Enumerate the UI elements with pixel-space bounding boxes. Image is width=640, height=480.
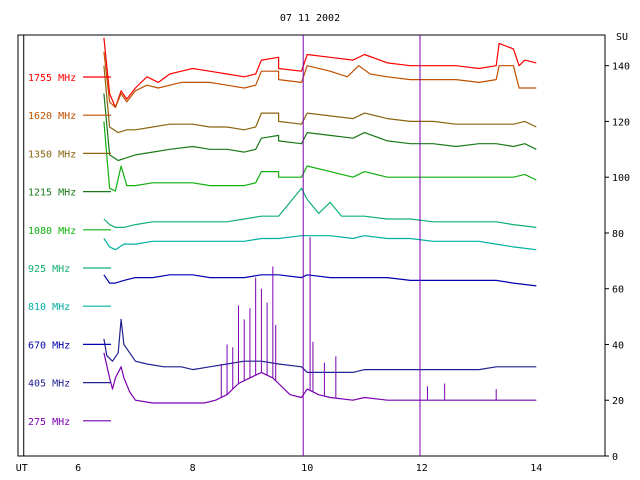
- y-tick-label: 0: [612, 452, 618, 463]
- plot-frame: [17, 34, 606, 457]
- series-layer: [103, 37, 537, 404]
- series-line-1215-mhz: [103, 93, 537, 162]
- legend-label: 810 MHz: [28, 302, 70, 313]
- legend-label: 670 MHz: [28, 340, 70, 351]
- series-line-1755-mhz: [103, 37, 537, 109]
- x-tick-label: 6: [75, 463, 81, 474]
- x-tick-label: 10: [301, 463, 313, 474]
- series-line-1080-mhz: [103, 121, 537, 192]
- y-tick-label: 40: [612, 340, 624, 351]
- chart-title: 07 11 2002: [280, 13, 340, 24]
- y-tick-label: 20: [612, 396, 624, 407]
- series-line-1620-mhz: [103, 51, 537, 109]
- x-tick-label: 8: [190, 463, 196, 474]
- series-line-670-mhz: [103, 274, 537, 287]
- x-axis-label: UT: [16, 463, 28, 474]
- series-line-925-mhz: [103, 187, 537, 228]
- series-line-275-mhz: [103, 352, 537, 404]
- y-tick-label: 80: [612, 229, 624, 240]
- y-axis: SU 0 20 40 60 80 100 120 140: [605, 32, 630, 463]
- y-axis-label: SU: [616, 32, 628, 43]
- x-tick-label: 12: [416, 463, 428, 474]
- legend-label: 1755 MHz: [28, 73, 76, 84]
- legend-label: 925 MHz: [28, 264, 70, 275]
- y-tick-label: 120: [612, 117, 630, 128]
- series-line-1350-mhz: [103, 65, 537, 134]
- series-line-810-mhz: [103, 235, 537, 251]
- legend: 1755 MHz 1620 MHz 1350 MHz 1215 MHz 1080 MHz…: [28, 73, 111, 428]
- x-tick-label: 14: [530, 463, 542, 474]
- legend-label: 275 MHz: [28, 417, 70, 428]
- legend-label: 1215 MHz: [28, 188, 76, 199]
- y-tick-label: 140: [612, 62, 630, 73]
- legend-label: 1350 MHz: [28, 149, 76, 160]
- y-tick-label: 60: [612, 285, 624, 296]
- y-tick-label: 100: [612, 173, 630, 184]
- x-axis: UT 6 8 10 12 14: [16, 35, 542, 474]
- legend-label: 1620 MHz: [28, 111, 76, 122]
- legend-label: 1080 MHz: [28, 226, 76, 237]
- legend-label: 405 MHz: [28, 379, 70, 390]
- series-line-405-mhz: [103, 318, 537, 373]
- marker-layer: [302, 35, 421, 456]
